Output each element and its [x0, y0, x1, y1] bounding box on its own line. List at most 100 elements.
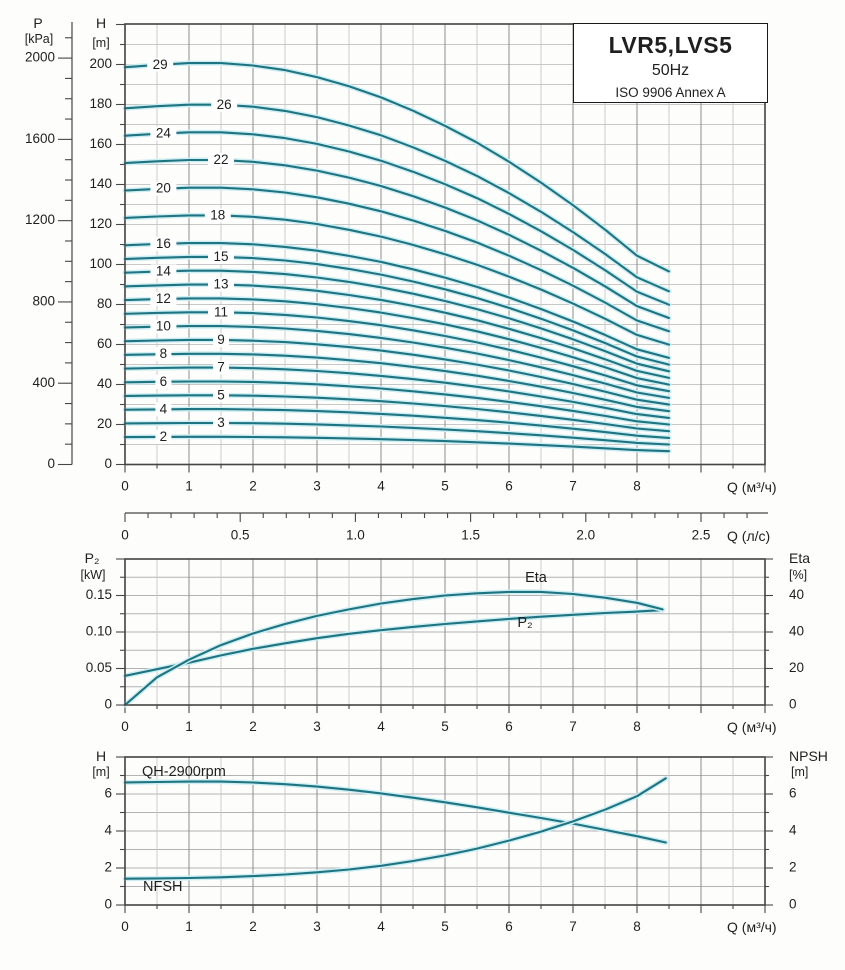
frequency: 50Hz	[651, 62, 690, 79]
h-tick-label: 100	[89, 256, 112, 271]
stage-curve-label-11: 11	[214, 304, 228, 319]
eta-tick-label: 40	[789, 587, 804, 602]
p2-tick-label: 0	[104, 697, 112, 712]
stage-label-bg	[208, 305, 234, 320]
qh-tick-label: 0	[104, 897, 112, 912]
stage-label-bg	[150, 236, 177, 251]
h-tick-label: 180	[89, 96, 112, 111]
stage-label-bg	[150, 126, 177, 141]
x-tick-label: 0	[121, 719, 129, 734]
stage-curve-label-5: 5	[217, 387, 225, 402]
npsh-axis-title: NPSH	[789, 748, 828, 764]
stage-label-bg	[208, 249, 234, 264]
h-tick-label: 200	[89, 56, 112, 71]
series-label: NFSH	[143, 879, 182, 895]
stage-curve-10	[123, 325, 671, 399]
x-tick-label: 3	[313, 919, 321, 934]
p2-tick-label: 0.15	[86, 587, 112, 602]
eta-tick-label: 40	[789, 624, 804, 639]
stage-curve-label-2: 2	[160, 429, 168, 444]
x-tick-label: 5	[441, 919, 449, 934]
qh-tick-label: 4	[104, 823, 112, 838]
x-tick-label: 5	[441, 479, 449, 494]
stage-label-bg	[155, 347, 172, 362]
stage-curve-label-12: 12	[156, 291, 171, 306]
h-tick-label: 80	[97, 296, 112, 311]
pump-model: LVR5,LVS5	[608, 32, 733, 58]
stage-curve-label-13: 13	[213, 277, 228, 292]
stage-curve-29	[123, 62, 671, 273]
npsh-tick-label: 4	[789, 823, 797, 838]
x-tick-label: 0	[121, 479, 129, 494]
stage-curve-label-15: 15	[213, 249, 228, 264]
h-tick-label: 160	[89, 136, 112, 151]
series-curve-p2	[123, 609, 664, 677]
stage-label-bg	[147, 57, 174, 72]
standard: ISO 9906 Annex A	[615, 85, 726, 100]
x-tick-label: 4	[377, 479, 385, 494]
x-tick-label: 4	[377, 919, 385, 934]
stage-label-bg	[213, 415, 229, 430]
stage-label-bg	[150, 181, 177, 196]
stage-curve-label-7: 7	[217, 360, 225, 375]
ls-tick-label: 0	[121, 528, 129, 543]
x-tick-label: 2	[249, 719, 257, 734]
h-tick-label: 40	[97, 376, 112, 391]
bottom-flow-axis-label: Q (м³/ч)	[727, 919, 777, 935]
stage-label-bg	[150, 291, 177, 306]
stage-curve-label-22: 22	[213, 152, 228, 167]
x-tick-label: 4	[377, 719, 385, 734]
qh-tick-label: 2	[104, 860, 112, 875]
x-tick-label: 2	[249, 919, 257, 934]
series-label: P₂	[517, 615, 532, 631]
stage-curve-label-3: 3	[217, 415, 225, 430]
stage-curve-6	[123, 380, 671, 426]
stage-curve-16	[123, 242, 671, 359]
x-tick-label: 3	[313, 479, 321, 494]
h-tick-label: 20	[97, 416, 112, 431]
stage-label-bg	[150, 319, 177, 334]
stage-curve-8	[123, 352, 671, 413]
stage-curve-label-24: 24	[156, 126, 172, 141]
h-tick-label: 0	[104, 456, 112, 471]
stage-curve-label-18: 18	[210, 207, 225, 222]
x-tick-label: 0	[121, 919, 129, 934]
p-tick-label: 2000	[25, 50, 55, 65]
stage-curve-label-14: 14	[156, 263, 172, 278]
h-axis-unit: [m]	[92, 35, 110, 50]
stage-curve-label-4: 4	[160, 401, 168, 416]
series-curve-qh	[123, 780, 667, 844]
stage-curve-12	[123, 297, 671, 386]
p-tick-label: 1600	[25, 131, 55, 146]
qh-axis-unit: [m]	[92, 764, 110, 779]
x-tick-label: 6	[505, 719, 513, 734]
stage-curve-label-26: 26	[217, 97, 232, 112]
p2-tick-label: 0.10	[86, 624, 112, 639]
x-tick-label: 8	[633, 919, 641, 934]
series-curve-eta	[123, 590, 664, 707]
stage-curve-label-8: 8	[160, 346, 168, 361]
npsh-axis-unit: [m]	[791, 764, 809, 779]
x-tick-label: 8	[633, 719, 641, 734]
p2-axis-unit: [kW]	[80, 567, 106, 582]
stage-curve-20	[123, 186, 671, 333]
stage-label-bg	[155, 374, 172, 389]
p-tick-label: 400	[32, 375, 55, 390]
p-tick-label: 1200	[25, 212, 55, 227]
x-tick-label: 3	[313, 719, 321, 734]
stage-label-bg	[204, 208, 231, 223]
main-flow-axis-label: Q (м³/ч)	[727, 479, 777, 495]
npsh-tick-label: 2	[789, 860, 797, 875]
h-axis-title: H	[95, 15, 107, 31]
ls-tick-label: 1.0	[346, 528, 365, 543]
stage-label-bg	[208, 277, 234, 292]
stage-label-bg	[211, 97, 238, 112]
ls-tick-label: 1.5	[461, 528, 480, 543]
x-tick-label: 1	[185, 919, 193, 934]
stage-curve-label-29: 29	[153, 57, 168, 72]
p-tick-label: 0	[47, 456, 55, 471]
h-tick-label: 60	[97, 336, 112, 351]
stage-label-bg	[155, 402, 172, 417]
